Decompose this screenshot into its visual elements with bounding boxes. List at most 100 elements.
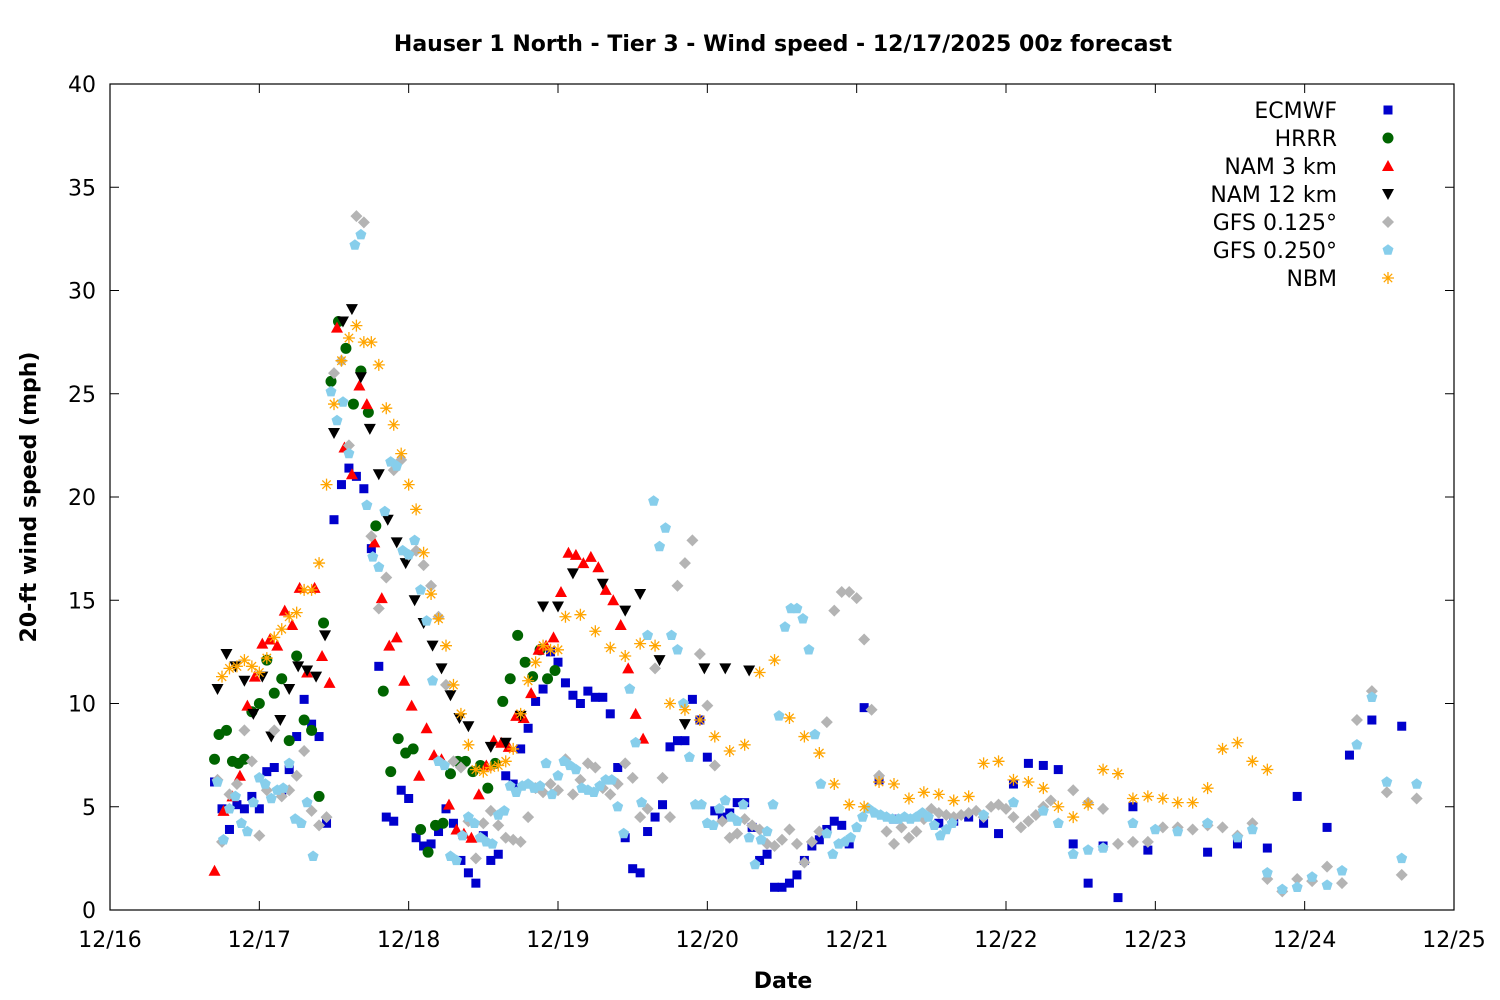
data-point-gfs-0-250 <box>928 819 940 830</box>
data-point-gfs-0-250 <box>534 780 546 791</box>
data-point-gfs-0-125 <box>328 367 340 380</box>
data-point-gfs-0-125 <box>1291 873 1304 886</box>
data-point-gfs-0-250 <box>439 759 450 771</box>
data-point-nbm <box>649 639 662 652</box>
data-point-gfs-0-250 <box>247 796 259 808</box>
data-point-gfs-0-125 <box>790 837 803 850</box>
data-point-nbm <box>1186 796 1199 809</box>
data-point-nam-12-km <box>399 558 412 570</box>
data-point-nbm <box>1082 798 1095 811</box>
data-point-gfs-0-125 <box>701 699 714 712</box>
data-point-ecmwf <box>224 824 234 834</box>
data-point-nam-3-km <box>420 722 433 734</box>
data-point-nam-3-km <box>375 592 388 604</box>
data-point-gfs-0-125 <box>671 579 684 592</box>
data-point-gfs-0-125 <box>783 823 796 836</box>
x-tick-label: 12/22 <box>974 928 1037 953</box>
data-point-nbm <box>305 583 318 596</box>
data-point-nbm <box>1156 792 1169 805</box>
data-point-gfs-0-250 <box>737 798 749 810</box>
data-point-gfs-0-125 <box>1097 802 1110 815</box>
data-point-nam-3-km <box>465 831 478 843</box>
data-point-nbm <box>283 610 296 623</box>
data-point-gfs-0-125 <box>454 761 467 774</box>
data-point-gfs-0-125 <box>828 604 841 617</box>
data-point-nam-3-km <box>368 536 381 548</box>
data-point-ecmwf <box>732 798 742 808</box>
data-point-hrrr <box>306 724 318 736</box>
data-point-ecmwf <box>814 835 824 845</box>
data-point-ecmwf <box>1113 893 1123 903</box>
data-point-nbm <box>738 738 751 751</box>
data-point-nbm <box>1246 755 1259 768</box>
data-point-gfs-0-250 <box>978 809 990 820</box>
data-point-nbm <box>484 761 497 774</box>
data-point-gfs-0-250 <box>403 549 415 560</box>
data-point-nbm <box>902 792 915 805</box>
data-point-hrrr <box>512 629 524 641</box>
data-point-nbm <box>410 503 423 516</box>
data-point-gfs-0-125 <box>492 819 505 832</box>
legend-marker-nam-12-km <box>1382 189 1394 200</box>
data-point-gfs-0-250 <box>683 751 695 762</box>
data-point-nam-12-km <box>634 589 647 601</box>
data-point-nbm <box>1052 800 1065 813</box>
series-hrrr <box>209 315 561 858</box>
data-point-gfs-0-250 <box>349 239 361 250</box>
data-point-nam-12-km <box>381 514 394 526</box>
data-point-ecmwf <box>516 744 526 754</box>
data-point-nam-12-km <box>719 663 732 675</box>
data-point-nbm <box>917 786 930 799</box>
data-point-gfs-0-250 <box>277 782 289 793</box>
data-point-gfs-0-250 <box>612 801 624 812</box>
legend-label-ecmwf: ECMWF <box>1254 99 1337 124</box>
data-point-nam-3-km <box>525 687 538 699</box>
data-point-hrrr <box>377 685 389 697</box>
data-point-nbm <box>768 654 781 667</box>
data-point-nbm <box>783 711 796 724</box>
data-point-gfs-0-250 <box>695 798 707 810</box>
data-point-ecmwf <box>322 818 332 828</box>
data-point-gfs-0-125 <box>776 833 788 846</box>
data-point-nbm <box>522 674 535 687</box>
series-nam-12-km <box>211 304 756 753</box>
x-tick-label: 12/25 <box>1422 928 1485 953</box>
data-point-gfs-0-125 <box>708 759 721 772</box>
data-point-gfs-0-125 <box>425 579 438 592</box>
data-point-nbm <box>387 418 400 431</box>
data-point-gfs-0-125 <box>1380 786 1393 799</box>
data-point-gfs-0-250 <box>773 710 785 721</box>
data-point-hrrr <box>444 768 456 780</box>
data-point-ecmwf <box>1128 802 1138 812</box>
data-point-gfs-0-250 <box>731 815 743 826</box>
data-point-ecmwf <box>755 855 765 865</box>
data-point-nam-3-km <box>584 550 597 562</box>
data-point-nam-3-km <box>472 788 485 800</box>
data-point-ecmwf <box>262 767 272 777</box>
data-point-nbm <box>514 707 527 720</box>
data-point-gfs-0-250 <box>337 396 349 407</box>
data-point-hrrr <box>276 673 288 685</box>
data-point-nbm <box>499 755 512 768</box>
legend-marker-gfs-0-125 <box>1382 216 1394 228</box>
data-point-ecmwf <box>366 544 376 554</box>
data-point-nbm <box>1231 736 1244 749</box>
series-nbm <box>216 319 1274 824</box>
data-point-nam-12-km <box>499 737 512 749</box>
data-point-gfs-0-125 <box>1186 823 1199 836</box>
data-point-gfs-0-250 <box>295 817 307 828</box>
data-point-gfs-0-125 <box>365 530 378 543</box>
data-point-ecmwf <box>434 827 444 837</box>
data-point-gfs-0-250 <box>827 848 839 859</box>
data-point-gfs-0-250 <box>1306 871 1318 882</box>
data-point-nbm <box>664 697 676 710</box>
x-tick-label: 12/17 <box>228 928 291 953</box>
data-point-nam-12-km <box>619 605 632 617</box>
data-point-gfs-0-250 <box>922 811 934 822</box>
data-point-gfs-0-125 <box>238 724 251 737</box>
data-point-nam-12-km <box>372 469 385 481</box>
data-point-hrrr <box>407 743 419 755</box>
x-tick-label: 12/16 <box>78 928 141 953</box>
chart-marks <box>208 210 1423 903</box>
y-axis: 0 5 10 15 20 25 30 35 40 <box>68 73 1454 924</box>
